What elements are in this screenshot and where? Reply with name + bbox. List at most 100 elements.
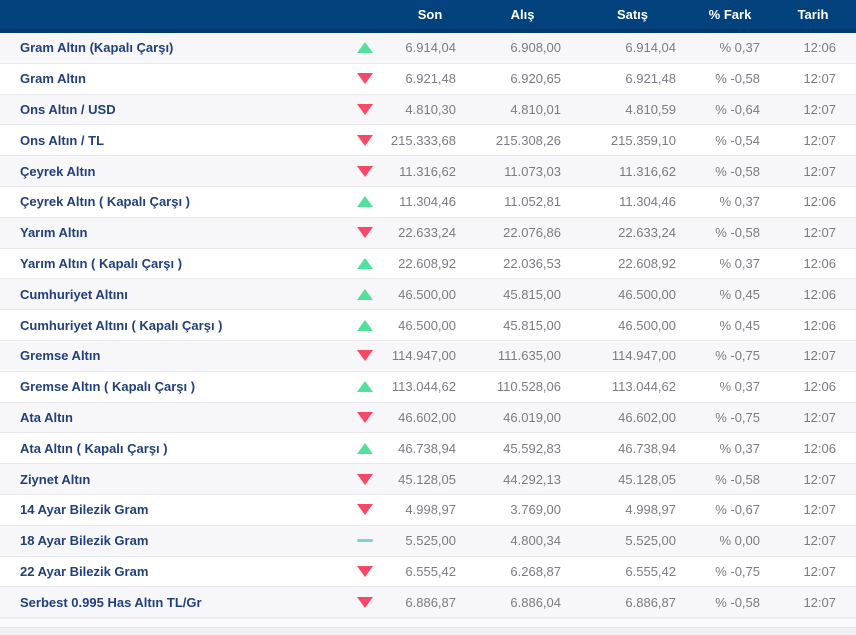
instrument-name-link[interactable]: Gremse Altın — [20, 348, 101, 364]
up-arrow-icon — [357, 42, 373, 54]
table-row[interactable]: Ziynet Altın 45.128,05 44.292,13 45.128,… — [0, 464, 856, 495]
satis-value: 114.947,00 — [611, 348, 676, 364]
table-row[interactable]: Çeyrek Altın ( Kapalı Çarşı ) 11.304,46 … — [0, 186, 856, 218]
footer-strip-bottom — [0, 627, 856, 635]
son-value: 6.921,48 — [405, 71, 456, 87]
instrument-name-link[interactable]: 18 Ayar Bilezik Gram — [20, 533, 149, 549]
table-row[interactable]: Cumhuriyet Altını ( Kapalı Çarşı ) 46.50… — [0, 310, 856, 341]
down-arrow-icon — [357, 227, 373, 239]
table-row[interactable]: Cumhuriyet Altını 46.500,00 45.815,00 46… — [0, 279, 856, 311]
down-arrow-icon — [357, 411, 373, 423]
instrument-name-link[interactable]: Serbest 0.995 Has Altın TL/Gr — [20, 594, 202, 610]
column-header-alis: Alış — [510, 7, 535, 22]
tarih-value: 12:07 — [803, 471, 836, 487]
column-header-fark: % Fark — [708, 7, 752, 22]
table-row[interactable]: Yarım Altın 22.633,24 22.076,86 22.633,2… — [0, 217, 856, 249]
satis-value: 22.633,24 — [618, 225, 676, 241]
table-header-row: Son Alış Satış % Fark Tarih — [0, 0, 856, 33]
table-row[interactable]: Ata Altın ( Kapalı Çarşı ) 46.738,94 45.… — [0, 433, 856, 465]
son-value: 6.886,87 — [405, 594, 456, 610]
fark-value: % -0,54 — [715, 132, 760, 148]
son-value: 46.500,00 — [398, 286, 456, 302]
table-row[interactable]: Ons Altın / USD 4.810,30 4.810,01 4.810,… — [0, 94, 856, 126]
table-row[interactable]: Gram Altın 6.921,48 6.920,65 6.921,48 % … — [0, 63, 856, 95]
fark-value: % 0,37 — [719, 379, 760, 395]
satis-value: 5.525,00 — [625, 533, 676, 549]
table-row[interactable]: Gremse Altın ( Kapalı Çarşı ) 113.044,62… — [0, 371, 856, 403]
fark-value: % 0,37 — [719, 194, 760, 210]
instrument-name-link[interactable]: Ziynet Altın — [20, 471, 91, 487]
table-row[interactable]: 22 Ayar Bilezik Gram 6.555,42 6.268,87 6… — [0, 556, 856, 588]
instrument-name-link[interactable]: Çeyrek Altın ( Kapalı Çarşı ) — [20, 194, 191, 210]
instrument-name-link[interactable]: Cumhuriyet Altını ( Kapalı Çarşı ) — [20, 317, 223, 333]
instrument-name-link[interactable]: Ata Altın ( Kapalı Çarşı ) — [20, 440, 168, 456]
satis-value: 45.128,05 — [618, 471, 676, 487]
instrument-name-link[interactable]: 22 Ayar Bilezik Gram — [20, 563, 149, 579]
instrument-name-link[interactable]: Cumhuriyet Altını — [20, 286, 128, 302]
table-row[interactable]: 18 Ayar Bilezik Gram 5.525,00 4.800,34 5… — [0, 525, 856, 557]
tarih-value: 12:07 — [803, 225, 836, 241]
instrument-name-link[interactable]: Gremse Altın ( Kapalı Çarşı ) — [20, 379, 196, 395]
tarih-value: 12:07 — [803, 594, 836, 610]
satis-value: 46.500,00 — [618, 317, 676, 333]
down-arrow-icon — [357, 565, 373, 577]
son-value: 45.128,05 — [398, 471, 456, 487]
fark-value: % -0,58 — [715, 594, 760, 610]
tarih-value: 12:06 — [803, 379, 836, 395]
alis-value: 45.815,00 — [503, 286, 561, 302]
son-value: 22.633,24 — [398, 225, 456, 241]
satis-value: 46.602,00 — [618, 409, 676, 425]
instrument-name-link[interactable]: Ata Altın — [20, 409, 73, 425]
son-value: 11.316,62 — [399, 163, 456, 179]
satis-value: 22.608,92 — [618, 255, 676, 271]
son-value: 215.333,68 — [390, 132, 456, 148]
fark-value: % -0,67 — [715, 502, 760, 518]
instrument-name-link[interactable]: Ons Altın / TL — [20, 132, 105, 148]
table-row[interactable]: Ons Altın / TL 215.333,68 215.308,26 215… — [0, 125, 856, 157]
alis-value: 110.528,06 — [496, 379, 561, 395]
alis-value: 215.308,26 — [495, 132, 561, 148]
table-row[interactable]: Yarım Altın ( Kapalı Çarşı ) 22.608,92 2… — [0, 248, 856, 280]
alis-value: 46.019,00 — [503, 409, 561, 425]
instrument-name-link[interactable]: Çeyrek Altın — [20, 163, 96, 179]
satis-value: 6.914,04 — [625, 40, 676, 56]
fark-value: % -0,58 — [715, 225, 760, 241]
fark-value: % -0,58 — [715, 163, 760, 179]
footer-strip — [0, 618, 856, 635]
instrument-name-link[interactable]: Gram Altın — [20, 71, 86, 87]
table-row[interactable]: Gram Altın (Kapalı Çarşı) 6.914,04 6.908… — [0, 33, 856, 64]
up-arrow-icon — [357, 442, 373, 454]
alis-value: 6.920,65 — [510, 71, 561, 87]
fark-value: % -0,75 — [715, 409, 760, 425]
table-row[interactable]: Gremse Altın 114.947,00 111.635,00 114.9… — [0, 340, 856, 372]
satis-value: 46.738,94 — [618, 440, 676, 456]
table-row[interactable]: 14 Ayar Bilezik Gram 4.998,97 3.769,00 4… — [0, 494, 856, 526]
table-row[interactable]: Çeyrek Altın 11.316,62 11.073,03 11.316,… — [0, 156, 856, 187]
instrument-name-link[interactable]: Yarım Altın — [20, 225, 88, 241]
instrument-name-link[interactable]: Ons Altın / USD — [20, 101, 116, 117]
table-row[interactable]: Serbest 0.995 Has Altın TL/Gr 6.886,87 6… — [0, 587, 856, 619]
instrument-name-link[interactable]: Gram Altın (Kapalı Çarşı) — [20, 40, 174, 56]
son-value: 6.914,04 — [405, 40, 456, 56]
son-value: 4.998,97 — [405, 502, 456, 518]
alis-value: 6.886,04 — [510, 594, 561, 610]
table-row[interactable]: Ata Altın 46.602,00 46.019,00 46.602,00 … — [0, 402, 856, 434]
son-value: 46.602,00 — [398, 409, 456, 425]
alis-value: 11.052,81 — [504, 194, 561, 210]
up-arrow-icon — [357, 381, 373, 393]
instrument-name-link[interactable]: 14 Ayar Bilezik Gram — [20, 502, 149, 518]
son-value: 11.304,46 — [399, 194, 456, 210]
down-arrow-icon — [357, 73, 373, 85]
tarih-value: 12:07 — [803, 71, 836, 87]
instrument-name-link[interactable]: Yarım Altın ( Kapalı Çarşı ) — [20, 255, 183, 271]
alis-value: 11.073,03 — [504, 163, 561, 179]
alis-value: 45.815,00 — [503, 317, 561, 333]
fark-value: % -0,58 — [715, 471, 760, 487]
tarih-value: 12:07 — [803, 348, 836, 364]
alis-value: 6.908,00 — [510, 40, 561, 56]
tarih-value: 12:07 — [803, 132, 836, 148]
alis-value: 4.800,34 — [510, 533, 561, 549]
son-value: 114.947,00 — [391, 348, 456, 364]
son-value: 22.608,92 — [398, 255, 456, 271]
tarih-value: 12:07 — [803, 101, 836, 117]
